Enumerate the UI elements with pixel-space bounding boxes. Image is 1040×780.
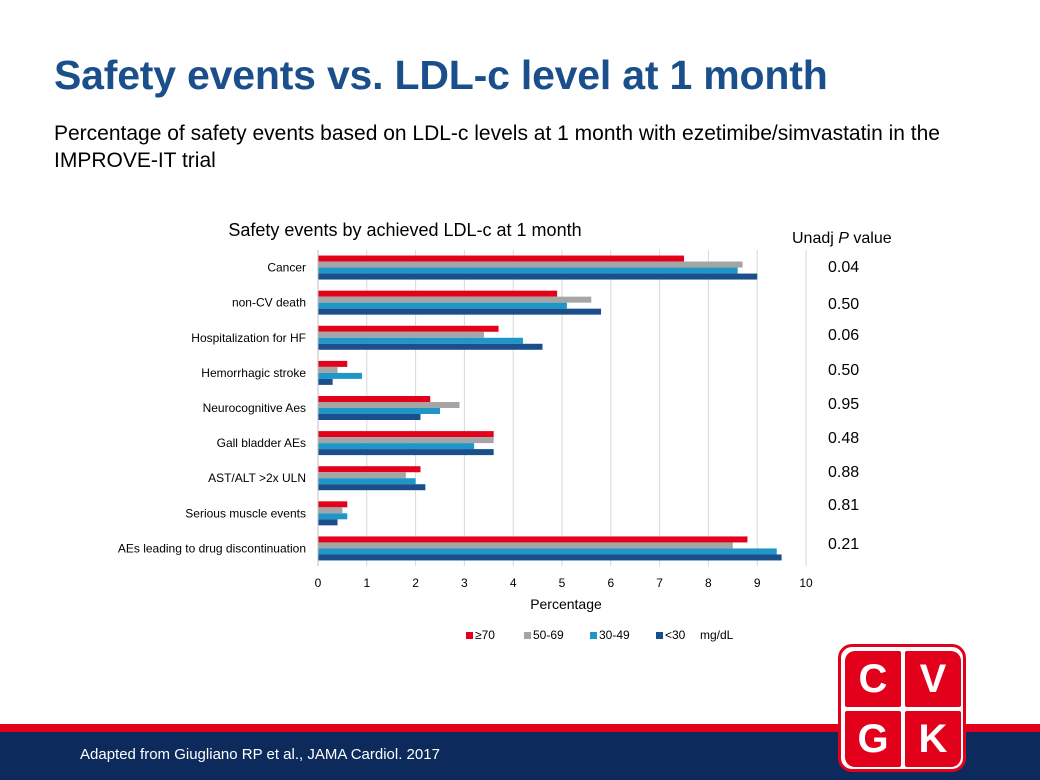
bar-8-series-3 [318, 513, 348, 520]
x-tick-label: 7 [656, 576, 663, 590]
bar-4-series-1 [318, 360, 348, 367]
x-tick-label: 0 [315, 576, 322, 590]
legend-swatch-4 [656, 632, 663, 639]
bar-2-series-4 [318, 308, 602, 315]
category-label: AST/ALT >2x ULN [208, 471, 306, 485]
bar-1-series-1 [318, 255, 684, 262]
category-label: non-CV death [232, 296, 306, 310]
slide-subtitle: Percentage of safety events based on LDL… [54, 122, 940, 172]
bar-5-series-2 [318, 402, 460, 408]
logo-letter-g: G [845, 711, 901, 767]
category-label: Cancer [267, 261, 306, 275]
pvalue-4: 0.50 [828, 362, 859, 379]
pvalue-8: 0.81 [828, 497, 859, 514]
bar-7-series-4 [318, 484, 426, 491]
chart-title: Safety events by achieved LDL-c at 1 mon… [228, 220, 581, 240]
x-tick-label: 8 [705, 576, 712, 590]
category-label: Serious muscle events [185, 506, 306, 520]
legend-label-4: <30 [665, 628, 686, 642]
bar-8-series-2 [318, 507, 343, 514]
logo-letter-v: V [905, 651, 961, 707]
pvalue-5: 0.95 [828, 396, 859, 413]
x-tick-label: 1 [363, 576, 370, 590]
bar-6-series-4 [318, 449, 494, 456]
bar-3-series-2 [318, 331, 484, 338]
category-label: AEs leading to drug discontinuation [118, 541, 306, 555]
x-tick-label: 9 [754, 576, 761, 590]
bar-9-series-1 [318, 536, 748, 543]
legend-swatch-1 [466, 632, 473, 639]
bar-8-series-4 [318, 519, 338, 526]
bar-4-series-4 [318, 378, 333, 385]
logo-letter-c: C [845, 651, 901, 707]
category-label: Gall bladder AEs [217, 436, 306, 450]
x-tick-label: 5 [559, 576, 566, 590]
bar-9-series-4 [318, 554, 782, 561]
bar-3-series-3 [318, 337, 523, 344]
bar-2-series-2 [318, 296, 592, 303]
bar-9-series-3 [318, 548, 777, 555]
bar-9-series-2 [318, 542, 733, 549]
legend-swatch-3 [590, 632, 597, 639]
logo-letter-k: K [905, 711, 961, 767]
footer-red-stripe [0, 724, 1040, 732]
category-label: Hospitalization for HF [191, 331, 306, 345]
category-label: Neurocognitive Aes [203, 401, 306, 415]
bar-5-series-4 [318, 414, 421, 420]
legend-label-1: ≥70 [475, 628, 495, 642]
bar-7-series-2 [318, 472, 406, 479]
x-tick-label: 3 [461, 576, 468, 590]
bar-5-series-1 [318, 396, 431, 402]
bar-5-series-3 [318, 408, 440, 414]
safety-events-chart: Cancer non-CV death Hospitalization for HF… [118, 220, 892, 642]
slide-title: Safety events vs. LDL-c level at 1 month [54, 52, 828, 98]
x-tick-label: 6 [607, 576, 614, 590]
bar-1-series-4 [318, 273, 758, 280]
bar-1-series-2 [318, 261, 743, 268]
pvalue-1: 0.04 [828, 259, 859, 276]
pvalue-3: 0.06 [828, 327, 859, 344]
footer-citation: Adapted from Giugliano RP et al., JAMA C… [80, 746, 440, 763]
x-tick-label: 4 [510, 576, 517, 590]
bar-8-series-1 [318, 501, 348, 508]
cvgk-logo: C V G K [838, 644, 966, 772]
category-label: Hemorrhagic stroke [201, 366, 306, 380]
legend-swatch-2 [524, 632, 531, 639]
pvalue-7: 0.88 [828, 464, 859, 481]
bar-3-series-1 [318, 325, 499, 332]
legend-label-2: 50-69 [533, 628, 564, 642]
x-tick-label: 10 [799, 576, 813, 590]
pvalue-6: 0.48 [828, 430, 859, 447]
legend-label-3: 30-49 [599, 628, 630, 642]
bar-4-series-2 [318, 366, 338, 373]
bar-1-series-3 [318, 267, 738, 274]
bar-3-series-4 [318, 343, 543, 350]
x-tick-label: 2 [412, 576, 419, 590]
legend-unit: mg/dL [700, 628, 734, 642]
pvalue-header: Unadj P value [792, 230, 892, 247]
x-axis-label: Percentage [530, 596, 602, 612]
bar-6-series-1 [318, 431, 494, 438]
bar-2-series-1 [318, 290, 558, 297]
bar-7-series-3 [318, 478, 416, 485]
pvalue-9: 0.21 [828, 536, 859, 553]
bar-6-series-3 [318, 443, 475, 450]
bar-7-series-1 [318, 466, 421, 473]
bar-6-series-2 [318, 437, 494, 444]
pvalue-2: 0.50 [828, 296, 859, 313]
bar-4-series-3 [318, 372, 362, 379]
bar-2-series-3 [318, 302, 567, 309]
